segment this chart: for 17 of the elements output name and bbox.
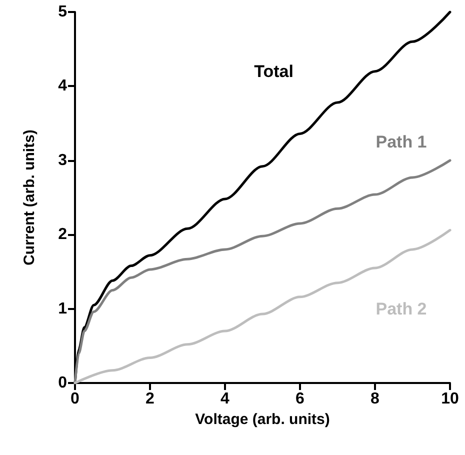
y-tick-label: 2 xyxy=(58,226,68,244)
y-axis-title: Current (arb. units) xyxy=(21,130,38,266)
y-tick-label: 0 xyxy=(58,374,68,392)
x-tick-label: 10 xyxy=(441,390,459,408)
x-tick-label: 2 xyxy=(146,390,155,408)
y-tick-label: 5 xyxy=(58,4,68,20)
y-tick-label: 1 xyxy=(58,300,68,318)
x-tick-label: 4 xyxy=(220,390,230,408)
y-tick-label: 3 xyxy=(58,152,68,169)
x-tick-label: 0 xyxy=(70,390,80,408)
series-label: Path 1 xyxy=(376,132,427,152)
x-tick-label: 8 xyxy=(370,390,380,408)
series-label: Path 2 xyxy=(376,299,427,318)
x-axis-title: Voltage (arb. units) xyxy=(195,410,330,428)
y-tick-label: 4 xyxy=(58,78,68,95)
text: Total xyxy=(254,62,294,81)
x-tick-label: 6 xyxy=(296,390,305,408)
